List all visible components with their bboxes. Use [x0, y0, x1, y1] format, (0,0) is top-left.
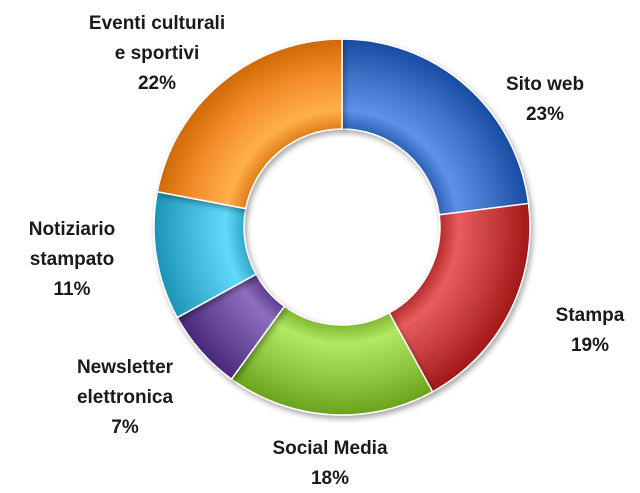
slice-category-label: Social Media	[272, 438, 388, 459]
slice-label-5: Notiziario stampato 11%	[29, 219, 116, 300]
slice-value-label: 19%	[571, 335, 609, 356]
donut-slice-1	[341, 38, 530, 216]
donut-slice-6	[156, 38, 343, 210]
donut-slice-3	[230, 305, 434, 416]
slice-label-2: Stampa 19%	[556, 305, 625, 356]
slice-label-4: Newsletter elettronica 7%	[77, 357, 174, 438]
slice-value-label: 18%	[311, 468, 349, 489]
slice-value-label: 11%	[54, 279, 91, 300]
slice-category-label: Stampa	[556, 305, 625, 326]
slice-label-6: Eventi culturali e sportivi 22%	[89, 13, 225, 94]
slice-label-3: Social Media 18%	[272, 438, 388, 489]
labels-layer: Sito web 23% Stampa 19% Social Media 18% Newsl…	[29, 13, 625, 489]
slice-label-1: Sito web 23%	[506, 74, 584, 125]
slice-category-label: Notiziario	[29, 219, 116, 240]
slice-value-label: 23%	[526, 104, 564, 125]
slice-category-label: Sito web	[506, 74, 584, 95]
slices-layer	[153, 38, 531, 416]
donut-slice-2	[388, 202, 531, 393]
slice-category-label: e sportivi	[115, 43, 199, 64]
slice-category-label: Eventi culturali	[89, 13, 225, 34]
slice-category-label: Newsletter	[77, 357, 174, 378]
slice-category-label: stampato	[30, 249, 114, 270]
slice-value-label: 22%	[138, 73, 176, 94]
slice-category-label: elettronica	[77, 387, 174, 408]
slice-value-label: 7%	[111, 417, 139, 438]
